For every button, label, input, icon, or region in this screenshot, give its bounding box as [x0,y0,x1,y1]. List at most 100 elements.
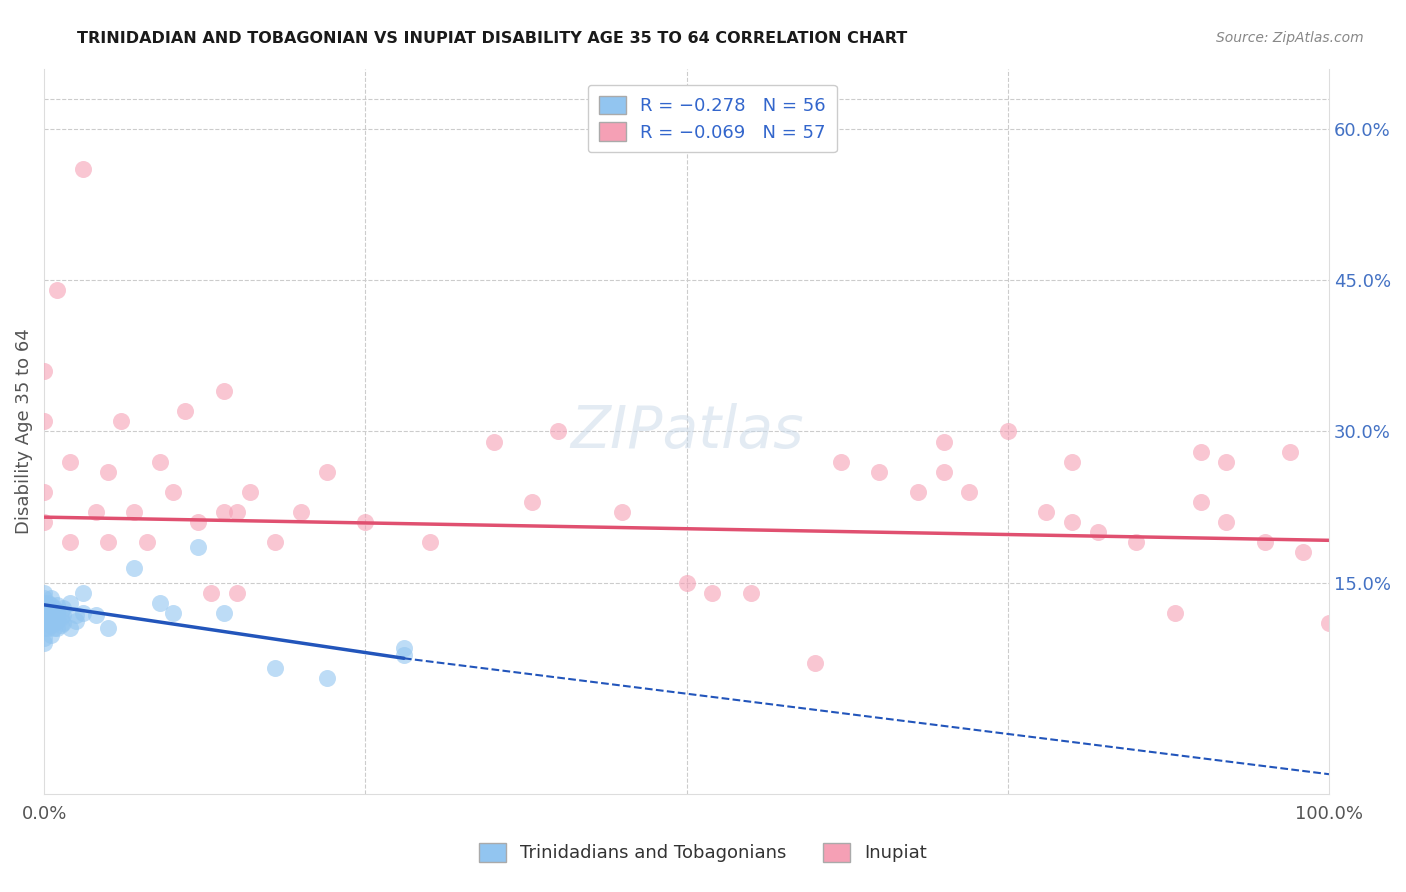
Point [315,465,337,479]
Point [957,484,980,499]
Point [1215,515,1237,529]
Point [37,615,59,630]
Point [59,535,82,549]
Point [135,535,157,549]
Point [44,600,66,615]
Point [37,600,59,615]
Point [675,575,697,590]
Point [39,604,62,618]
Text: Source: ZipAtlas.com: Source: ZipAtlas.com [1216,31,1364,45]
Point [49,606,72,620]
Point [419,535,441,549]
Legend: Trinidadians and Tobagonians, Inupiat: Trinidadians and Tobagonians, Inupiat [471,836,935,870]
Point [868,465,890,479]
Point [997,425,1019,439]
Point [32,364,55,378]
Point [162,606,184,620]
Point [52,600,75,615]
Point [46,614,69,628]
Point [37,606,59,620]
Point [1292,545,1315,559]
Point [149,455,172,469]
Point [59,596,82,610]
Point [65,614,87,628]
Point [1060,515,1083,529]
Point [37,596,59,610]
Point [212,606,235,620]
Point [39,598,62,612]
Point [46,283,69,297]
Point [32,631,55,645]
Point [149,596,172,610]
Point [225,505,247,519]
Point [52,607,75,622]
Point [39,591,62,605]
Point [200,586,222,600]
Point [84,505,107,519]
Point [354,515,377,529]
Point [1189,444,1212,458]
Point [290,505,312,519]
Point [32,414,55,428]
Point [49,618,72,632]
Point [52,615,75,630]
Point [32,484,55,499]
Point [932,465,955,479]
Point [1279,444,1302,458]
Point [39,628,62,642]
Point [212,384,235,398]
Point [65,607,87,622]
Point [830,455,852,469]
Point [187,541,209,555]
Point [32,611,55,625]
Point [392,641,415,656]
Point [32,621,55,635]
Point [1035,505,1057,519]
Point [162,484,184,499]
Point [32,636,55,650]
Point [225,586,247,600]
Point [1164,606,1187,620]
Point [239,484,262,499]
Point [46,604,69,618]
Point [32,586,55,600]
Point [907,484,929,499]
Point [32,515,55,529]
Point [1215,455,1237,469]
Point [59,455,82,469]
Point [482,434,505,449]
Point [46,607,69,622]
Point [44,621,66,635]
Point [612,505,634,519]
Point [44,606,66,620]
Point [110,414,132,428]
Point [97,465,120,479]
Point [1125,535,1147,549]
Point [264,661,287,675]
Point [72,606,94,620]
Point [46,621,69,635]
Point [187,515,209,529]
Text: TRINIDADIAN AND TOBAGONIAN VS INUPIAT DISABILITY AGE 35 TO 64 CORRELATION CHART: TRINIDADIAN AND TOBAGONIAN VS INUPIAT DI… [77,31,908,46]
Point [522,495,544,509]
Point [72,586,94,600]
Point [44,615,66,630]
Point [97,621,120,635]
Y-axis label: Disability Age 35 to 64: Disability Age 35 to 64 [15,328,32,534]
Point [932,434,955,449]
Point [1060,455,1083,469]
Point [122,505,145,519]
Legend: R = −0.278   N = 56, R = −0.069   N = 57: R = −0.278 N = 56, R = −0.069 N = 57 [588,85,837,153]
Point [32,591,55,605]
Point [174,404,197,418]
Point [46,598,69,612]
Point [72,162,94,177]
Point [37,621,59,635]
Point [32,615,55,630]
Point [39,614,62,628]
Point [1254,535,1277,549]
Point [547,425,569,439]
Point [1087,525,1109,540]
Point [44,611,66,625]
Point [49,611,72,625]
